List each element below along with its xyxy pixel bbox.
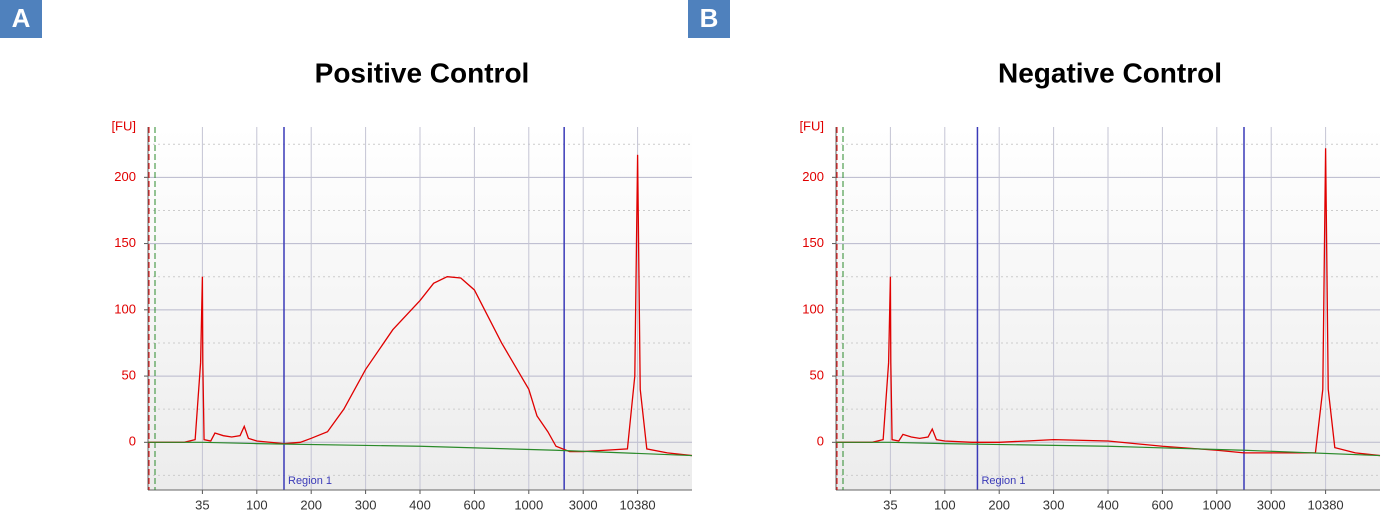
y-tick-label: 150	[802, 235, 824, 250]
y-tick-label: 0	[129, 434, 136, 449]
chart-title: Negative Control	[998, 57, 1222, 88]
x-tick-label: 3000	[1257, 497, 1286, 512]
y-tick-label: 50	[122, 368, 136, 383]
x-tick-label: 35	[883, 497, 897, 512]
x-tick-label: 200	[988, 497, 1010, 512]
panel: B Negative Control 0 50 100 150 200 [FU] 35 100 20…	[688, 0, 1381, 512]
trace	[836, 148, 1381, 457]
y-axis-label: [FU]	[111, 118, 136, 133]
region-label: Region 1	[288, 475, 332, 487]
x-tick-label: 3000	[569, 497, 598, 512]
panel-badge	[0, 0, 42, 38]
y-tick-label: 100	[802, 301, 824, 316]
panel-label: B	[700, 3, 719, 33]
x-tick-label: 1000	[1202, 497, 1231, 512]
y-tick-label: 150	[114, 235, 136, 250]
trace	[148, 154, 693, 457]
x-tick-label: 100	[246, 497, 268, 512]
panel-label: A	[12, 3, 31, 33]
y-tick-label: 200	[114, 169, 136, 184]
chart-title: Positive Control	[315, 57, 530, 88]
x-tick-label: 600	[464, 497, 486, 512]
x-tick-label: 400	[1097, 497, 1119, 512]
x-tick-label: 1000	[514, 497, 543, 512]
y-axis-label: [FU]	[799, 118, 824, 133]
x-tick-label: 100	[934, 497, 956, 512]
panel: A Positive Control 0 50 100 150 200 [FU] 35 100 20…	[0, 0, 693, 512]
x-tick-label: 10380	[1308, 497, 1344, 512]
trace	[836, 441, 1381, 457]
x-tick-label: 10380	[620, 497, 656, 512]
trace	[148, 441, 693, 457]
x-tick-label: 35	[195, 497, 209, 512]
x-tick-label: 300	[355, 497, 377, 512]
y-tick-label: 100	[114, 301, 136, 316]
x-tick-label: 200	[300, 497, 322, 512]
y-tick-label: 200	[802, 169, 824, 184]
x-tick-label: 300	[1043, 497, 1065, 512]
y-tick-label: 0	[817, 434, 824, 449]
x-tick-label: 400	[409, 497, 431, 512]
panel-badge	[688, 0, 730, 38]
x-tick-label: 600	[1152, 497, 1174, 512]
region-label: Region 1	[981, 475, 1025, 487]
y-tick-label: 50	[810, 368, 824, 383]
